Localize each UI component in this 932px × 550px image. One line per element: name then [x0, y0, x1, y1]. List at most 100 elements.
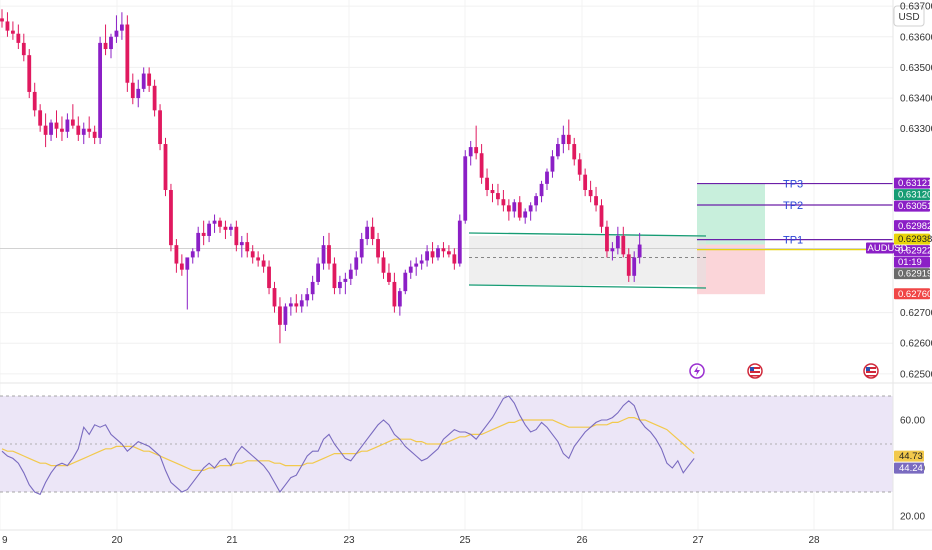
- candle: [92, 125, 97, 145]
- candle-body: [190, 251, 195, 258]
- candle-body: [556, 144, 560, 157]
- candle: [103, 24, 108, 56]
- candle-body: [632, 257, 637, 276]
- candle-body: [81, 128, 86, 135]
- candle: [485, 168, 489, 197]
- candle-body: [397, 291, 402, 307]
- candle: [283, 303, 288, 331]
- candle-body: [517, 202, 522, 218]
- candle: [169, 183, 173, 252]
- candle: [359, 232, 364, 264]
- price-badge-box: [894, 245, 930, 257]
- candle: [528, 202, 533, 221]
- candle-body: [201, 232, 206, 236]
- candle-body: [54, 122, 59, 129]
- price-badge: 0.62919: [894, 268, 932, 280]
- candle-body: [185, 257, 190, 270]
- candle: [125, 15, 130, 92]
- candle-body: [163, 144, 168, 190]
- candle: [457, 214, 462, 267]
- candle-body: [87, 128, 92, 132]
- symbol-badge: AUDUSD: [866, 242, 908, 254]
- candle: [512, 199, 517, 218]
- candle: [365, 220, 370, 246]
- price-badge: 0.63120: [894, 189, 932, 201]
- candle-body: [267, 266, 271, 289]
- range-box: [469, 235, 706, 285]
- candle: [545, 168, 549, 190]
- candle: [229, 223, 233, 236]
- candle-body: [70, 119, 75, 126]
- candle-body: [359, 239, 364, 258]
- candle-body: [11, 30, 15, 34]
- candle: [174, 239, 179, 273]
- candle-body: [272, 288, 277, 307]
- candle-body: [441, 248, 446, 252]
- price-badge-label: 0.62922: [898, 246, 932, 257]
- candle-body: [425, 251, 429, 261]
- currency-button[interactable]: [893, 5, 925, 27]
- candle: [87, 116, 92, 138]
- price-scale[interactable]: USD 0.637000.636000.635000.634000.633000…: [866, 0, 932, 530]
- candle-body: [60, 128, 64, 132]
- candle-body: [626, 254, 631, 276]
- candle-body: [447, 251, 451, 255]
- price-badge: 0.63051: [894, 200, 932, 212]
- range-top-line: [468, 232, 707, 237]
- flash-event-icon[interactable]: [689, 363, 705, 379]
- time-tick-label: 25: [459, 535, 471, 546]
- candle-body: [588, 190, 593, 197]
- tp-label-1: TP3: [783, 179, 803, 191]
- candle: [16, 24, 21, 50]
- candle: [212, 214, 217, 233]
- candle-body: [370, 226, 375, 240]
- candle: [223, 220, 228, 240]
- candle: [430, 242, 435, 264]
- candle: [21, 33, 26, 62]
- candle-body: [103, 42, 108, 50]
- time-tick-label: 20: [111, 535, 123, 546]
- candle: [327, 232, 331, 270]
- candle-body: [27, 55, 32, 92]
- rsi-tick-label: 20.00: [900, 512, 925, 523]
- price-badge-box: [894, 256, 930, 268]
- candle: [397, 288, 402, 316]
- candle: [348, 263, 353, 285]
- candle: [343, 272, 348, 295]
- candle: [599, 199, 604, 233]
- us-flag-event-icon[interactable]: [747, 363, 763, 379]
- candle-body: [468, 147, 473, 157]
- candle-body: [561, 134, 566, 145]
- candle-body: [496, 193, 500, 200]
- candle-body: [169, 190, 173, 246]
- rsi-value-badge-box: [894, 462, 924, 474]
- candle-body: [32, 91, 37, 111]
- candle-body: [387, 272, 391, 282]
- price-badge: 0.62938: [894, 233, 932, 245]
- candle-body: [299, 300, 304, 307]
- rsi-value-badge-box: [894, 450, 924, 462]
- time-tick-label: 27: [692, 535, 704, 546]
- candle: [566, 119, 571, 151]
- candle-body: [283, 306, 288, 325]
- candle-body: [288, 303, 293, 307]
- candle-body: [0, 18, 4, 22]
- price-badge-box: [894, 200, 930, 212]
- candle: [130, 73, 135, 105]
- us-flag-event-icon[interactable]: [863, 363, 879, 379]
- rsi-value-badge-label: 44.24: [899, 463, 923, 474]
- candle-body: [5, 21, 10, 31]
- candle-body: [605, 226, 609, 252]
- candle-body: [256, 257, 261, 261]
- time-tick-label: 9: [2, 535, 8, 546]
- time-tick-label: 23: [343, 535, 355, 546]
- stop-zone: [697, 244, 765, 295]
- candle: [539, 180, 544, 203]
- candle-body: [245, 242, 250, 252]
- time-axis[interactable]: 9 20 21 23 25 26 27 28: [2, 535, 820, 546]
